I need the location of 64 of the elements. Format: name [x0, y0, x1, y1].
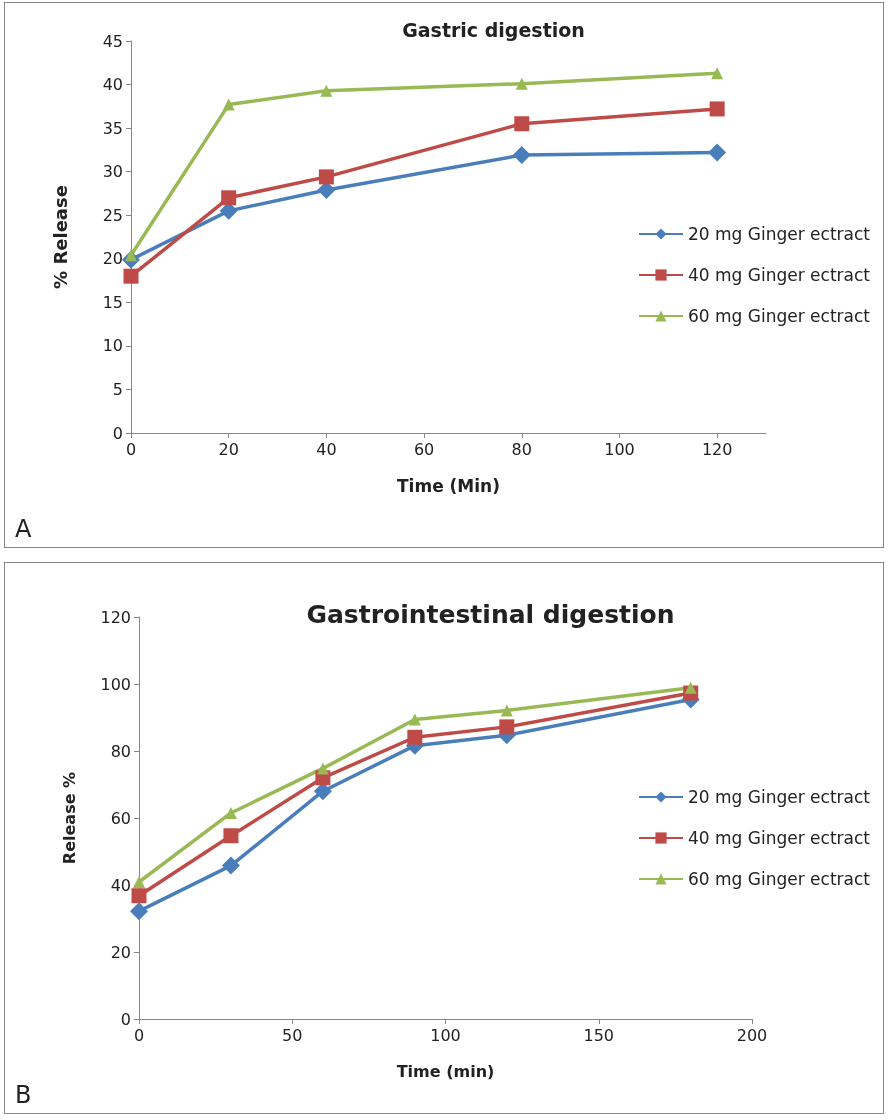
point: [123, 268, 139, 284]
y-tick-label: 80: [110, 741, 131, 761]
legend-label: 20 mg Ginger ectract: [688, 787, 871, 807]
text: B: [15, 1081, 32, 1109]
point: [131, 888, 147, 904]
y-tick-label: 120: [100, 607, 131, 627]
y-tick-label: 15: [102, 292, 123, 312]
x-tick-label: 20: [218, 439, 239, 459]
point: [512, 146, 531, 165]
point: [223, 828, 239, 844]
x-tick-label: 50: [282, 1025, 303, 1045]
legend-label: 40 mg Ginger ectract: [688, 265, 871, 285]
point: [318, 169, 334, 185]
point: [221, 856, 240, 875]
y-axis-title: % Release: [49, 185, 71, 289]
y-tick-label: 25: [102, 205, 123, 225]
chart-title: Gastrointestinal digestion: [306, 600, 675, 629]
point: [221, 190, 237, 206]
y-tick-label: 60: [110, 808, 131, 828]
x-axis-title: Time (Min): [397, 475, 500, 496]
x-tick-label: 40: [316, 439, 337, 459]
point: [130, 902, 148, 921]
x-tick-label: 120: [701, 439, 733, 459]
y-axis-title: Release %: [59, 771, 79, 865]
y-tick-label: 10: [102, 336, 123, 356]
point: [499, 719, 515, 735]
chart-title: Gastric digestion: [402, 18, 585, 41]
point: [500, 704, 513, 717]
y-tick-label: 40: [110, 875, 131, 895]
x-axis-title: Time (min): [396, 1061, 495, 1081]
point: [408, 713, 421, 726]
y-tick-label: 40: [102, 75, 123, 95]
x-tick-label: 150: [583, 1025, 615, 1045]
y-tick-label: 5: [112, 379, 123, 399]
text: A: [15, 515, 32, 543]
y-tick-label: 45: [102, 31, 123, 51]
x-tick-label: 80: [511, 439, 532, 459]
legend-label: 60 mg Ginger ectract: [688, 306, 871, 326]
point: [316, 762, 329, 775]
point: [407, 729, 423, 745]
y-tick-label: 100: [100, 674, 131, 694]
point: [320, 84, 333, 97]
x-tick-label: 100: [604, 439, 635, 459]
x-tick-label: 0: [133, 1025, 145, 1045]
point: [133, 875, 145, 888]
point: [708, 143, 727, 162]
point: [684, 681, 697, 694]
y-tick-label: 20: [110, 942, 131, 962]
y-tick-label: 30: [102, 162, 123, 182]
point: [514, 116, 530, 132]
point: [709, 101, 725, 117]
x-tick-label: 200: [736, 1025, 768, 1045]
legend-label: 40 mg Ginger ectract: [688, 828, 871, 848]
legend-label: 60 mg Ginger ectract: [688, 869, 871, 889]
y-tick-label: 0: [112, 423, 123, 443]
y-tick-label: 20: [102, 249, 123, 269]
point: [515, 77, 528, 90]
x-tick-label: 60: [413, 439, 435, 459]
x-tick-label: 100: [430, 1025, 461, 1045]
y-tick-label: 0: [120, 1009, 131, 1029]
y-tick-label: 35: [102, 118, 123, 138]
legend-label: 20 mg Ginger ectract: [688, 224, 871, 244]
point: [222, 98, 235, 111]
point: [711, 67, 724, 80]
